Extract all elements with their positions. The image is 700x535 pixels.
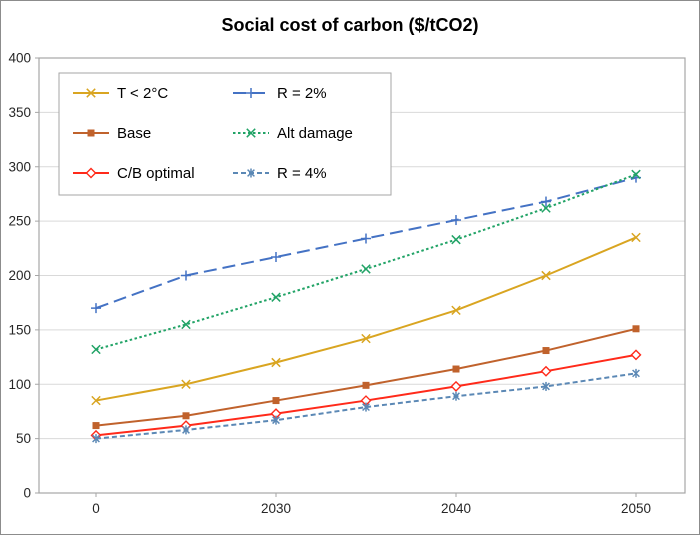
marker-stroke bbox=[92, 434, 100, 443]
marker-square bbox=[632, 325, 640, 333]
legend-label: Alt damage bbox=[277, 125, 353, 142]
y-tick-label: 300 bbox=[8, 159, 31, 174]
x-tick-label: 2030 bbox=[261, 501, 291, 516]
marker-square bbox=[362, 381, 370, 389]
y-tick-label: 200 bbox=[8, 268, 31, 283]
marker-stroke bbox=[631, 232, 641, 243]
y-tick-label: 150 bbox=[8, 322, 31, 337]
marker-stroke bbox=[451, 234, 461, 245]
marker-stroke bbox=[181, 379, 191, 389]
y-tick-label: 0 bbox=[23, 486, 31, 501]
y-tick-label: 400 bbox=[8, 51, 31, 66]
marker-stroke bbox=[541, 270, 551, 281]
y-tick-label: 250 bbox=[8, 214, 31, 229]
chart-title: Social cost of carbon ($/tCO2) bbox=[221, 15, 479, 35]
marker-stroke bbox=[271, 292, 281, 302]
marker-square bbox=[542, 347, 550, 355]
marker-stroke bbox=[631, 169, 641, 180]
marker-diamond bbox=[85, 167, 97, 179]
legend-label: R = 2% bbox=[277, 85, 327, 102]
marker-stroke bbox=[362, 403, 370, 412]
y-tick-label: 50 bbox=[16, 431, 31, 446]
marker-stroke bbox=[246, 128, 256, 138]
y-tick-label: 100 bbox=[8, 377, 31, 392]
marker-diamond bbox=[450, 380, 462, 392]
marker-stroke bbox=[272, 416, 280, 425]
marker-diamond bbox=[540, 365, 552, 377]
marker-stroke bbox=[182, 425, 190, 434]
y-tick-label: 350 bbox=[8, 105, 31, 120]
legend-label: T < 2°C bbox=[117, 85, 168, 102]
marker-stroke bbox=[271, 357, 281, 368]
marker-stroke bbox=[361, 264, 371, 274]
x-tick-label: 2050 bbox=[621, 501, 651, 516]
legend-label: Base bbox=[117, 125, 151, 142]
marker-square bbox=[272, 397, 280, 405]
marker-stroke bbox=[86, 88, 96, 98]
x-tick-label: 0 bbox=[92, 501, 100, 516]
marker-square bbox=[92, 422, 100, 430]
marker-stroke bbox=[247, 169, 255, 177]
marker-diamond bbox=[630, 349, 642, 361]
marker-stroke bbox=[541, 203, 551, 213]
marker-stroke bbox=[542, 382, 550, 391]
marker-square bbox=[87, 129, 95, 137]
legend-label: R = 4% bbox=[277, 165, 327, 182]
marker-square bbox=[452, 365, 460, 373]
marker-stroke bbox=[361, 333, 371, 344]
legend-label: C/B optimal bbox=[117, 165, 195, 182]
marker-square bbox=[182, 412, 190, 420]
legend-box bbox=[58, 72, 392, 196]
x-tick-label: 2040 bbox=[441, 501, 471, 516]
series-line bbox=[95, 173, 637, 351]
marker-stroke bbox=[632, 369, 640, 378]
marker-stroke bbox=[451, 305, 461, 316]
series-line bbox=[95, 236, 637, 402]
marker-stroke bbox=[91, 395, 101, 406]
marker-stroke bbox=[181, 319, 191, 330]
marker-stroke bbox=[452, 392, 460, 401]
marker-stroke bbox=[91, 344, 101, 355]
